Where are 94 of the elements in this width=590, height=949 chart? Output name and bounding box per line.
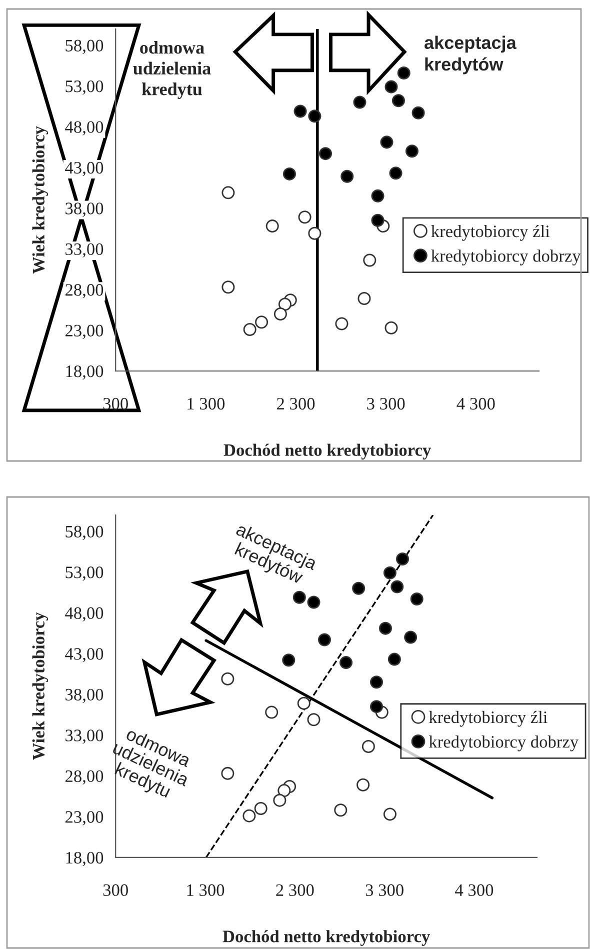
point — [392, 94, 405, 108]
point — [221, 766, 234, 780]
point — [265, 706, 278, 719]
point — [340, 656, 353, 670]
y-tick-label: 38,00 — [66, 688, 104, 704]
point — [353, 96, 366, 109]
point — [396, 552, 410, 566]
point — [307, 596, 320, 609]
point — [242, 809, 256, 822]
y-axis-title: Wiek kredytobiorcy — [32, 126, 48, 274]
point — [318, 147, 332, 160]
point — [292, 590, 306, 604]
y-tick-label: 48,00 — [65, 121, 104, 136]
legend-label: kredytobiorcy dobrzy — [428, 736, 579, 752]
annotation: akceptacja kredytów — [424, 36, 516, 74]
point — [412, 106, 425, 120]
point — [307, 713, 320, 726]
point — [243, 322, 256, 336]
point — [410, 592, 424, 606]
y-tick-label: 23,00 — [65, 811, 104, 826]
y-tick-label: 58,00 — [66, 526, 104, 540]
legend-label: kredytobiorcy źli — [428, 710, 548, 727]
point — [371, 214, 384, 227]
point — [384, 80, 398, 94]
y-tick-label: 28,00 — [65, 284, 104, 298]
y-tick-label: 18,00 — [66, 365, 104, 380]
x-tick-label: 2 300 — [277, 398, 315, 410]
point — [308, 110, 322, 123]
x-axis-title: Dochód netto kredytobiorcy — [224, 444, 431, 460]
point — [278, 784, 291, 798]
point — [297, 696, 310, 710]
annotation: odmowa udzielenia kredytu — [133, 41, 211, 99]
point — [352, 582, 366, 595]
x-tick-label: 1 300 — [188, 398, 225, 410]
y-tick-label: 53,00 — [66, 566, 104, 581]
y-tick-label: 38,00 — [66, 202, 104, 217]
x-tick-label: 3 300 — [366, 884, 404, 896]
point — [371, 189, 384, 202]
point — [383, 566, 396, 580]
x-tick-label: 4 300 — [456, 398, 495, 410]
legend-label: kredytobiorcy dobrzy — [431, 250, 581, 266]
point — [222, 280, 235, 294]
point — [405, 144, 418, 158]
point — [282, 167, 296, 180]
point — [318, 633, 332, 646]
point — [273, 794, 286, 807]
y-tick-label: 18,00 — [66, 852, 104, 866]
y-tick-label: 43,00 — [65, 648, 104, 662]
y-tick-label: 43,00 — [65, 162, 104, 176]
x-tick-label: 2 300 — [276, 884, 314, 896]
point — [358, 292, 371, 306]
point — [404, 630, 418, 644]
point — [274, 307, 287, 321]
point — [356, 778, 370, 792]
point — [363, 254, 376, 267]
point — [370, 700, 384, 714]
y-tick-label: 48,00 — [65, 607, 104, 622]
y-tick-label: 53,00 — [66, 80, 104, 95]
x-tick-label: 300 — [103, 398, 128, 410]
y-tick-label: 23,00 — [65, 324, 104, 339]
point — [370, 676, 384, 689]
point — [380, 136, 394, 149]
point — [340, 170, 354, 183]
point — [388, 652, 401, 666]
point — [389, 166, 402, 180]
point — [255, 316, 268, 329]
point — [222, 186, 235, 200]
point — [266, 220, 279, 233]
y-tick-label: 58,00 — [66, 40, 104, 54]
legend-label: kredytobiorcy źli — [431, 224, 550, 241]
point — [334, 804, 348, 817]
x-tick-label: 3 300 — [367, 398, 405, 410]
y-axis-title: Wiek kredytobiorcy — [32, 612, 48, 760]
point — [362, 740, 375, 754]
point — [378, 622, 392, 635]
point — [298, 210, 312, 224]
point — [384, 321, 398, 334]
point — [397, 66, 410, 80]
point — [221, 672, 234, 686]
point — [282, 654, 296, 667]
point — [254, 802, 268, 815]
y-tick-label: 33,00 — [66, 243, 104, 258]
point — [390, 580, 404, 594]
point — [294, 104, 307, 118]
y-tick-label: 33,00 — [66, 730, 104, 744]
x-tick-label: 300 — [103, 884, 128, 896]
x-tick-label: 1 300 — [187, 884, 224, 896]
x-axis-title: Dochód netto kredytobiorcy — [222, 930, 430, 946]
point — [308, 226, 322, 240]
y-tick-label: 28,00 — [65, 770, 104, 785]
x-tick-label: 4 300 — [455, 884, 494, 896]
point — [278, 298, 292, 311]
point — [383, 808, 396, 821]
point — [335, 317, 348, 330]
